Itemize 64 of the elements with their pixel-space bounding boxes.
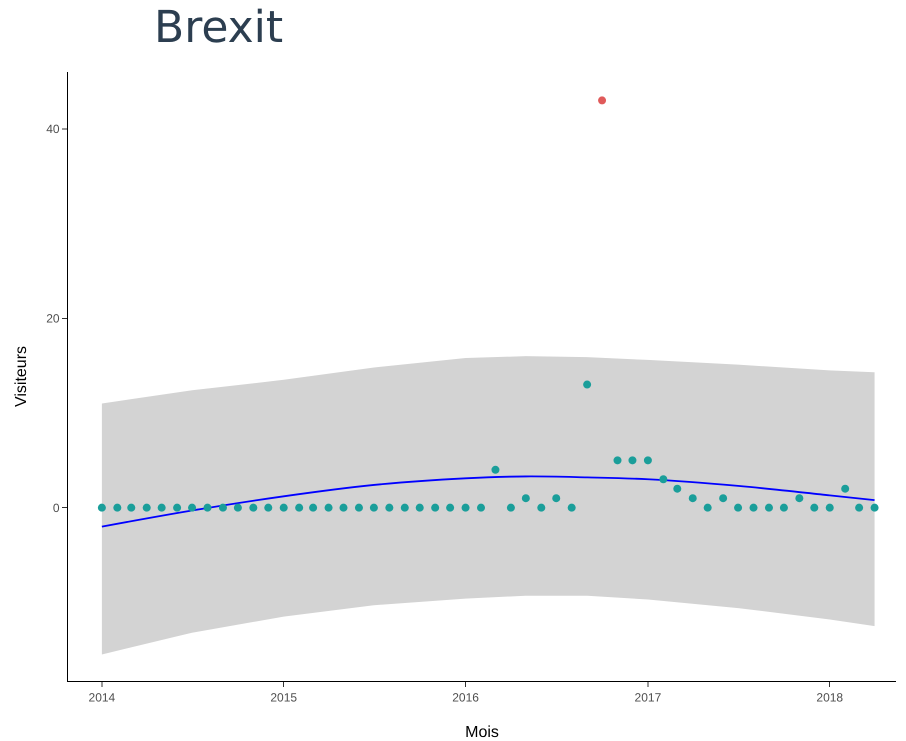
point xyxy=(477,504,485,512)
point xyxy=(340,504,348,512)
point xyxy=(644,456,652,464)
y-tick-label: 40 xyxy=(46,122,60,136)
point xyxy=(826,504,834,512)
point xyxy=(142,504,151,512)
point xyxy=(416,504,424,512)
y-tick-label: 20 xyxy=(46,311,60,326)
point xyxy=(506,504,515,512)
point xyxy=(354,504,363,512)
point xyxy=(568,504,576,512)
point xyxy=(188,504,196,512)
y-tick-label: 0 xyxy=(52,500,60,515)
point xyxy=(218,504,227,512)
point xyxy=(98,504,106,512)
point xyxy=(280,504,288,512)
point xyxy=(264,504,272,512)
point xyxy=(203,504,212,512)
point xyxy=(704,504,712,512)
point xyxy=(734,504,742,512)
x-tick-label: 2017 xyxy=(634,690,662,704)
point xyxy=(462,504,470,512)
point xyxy=(870,504,879,512)
point xyxy=(719,494,728,502)
point xyxy=(841,484,850,493)
point xyxy=(750,504,758,512)
point xyxy=(552,494,560,502)
point xyxy=(324,504,333,512)
point xyxy=(855,504,864,512)
point xyxy=(628,456,636,464)
point xyxy=(400,504,409,512)
point xyxy=(234,504,242,512)
x-tick-label: 2014 xyxy=(88,690,116,704)
point xyxy=(113,504,122,512)
x-tick-label: 2016 xyxy=(452,690,480,704)
point xyxy=(537,504,546,512)
x-tick-label: 2015 xyxy=(270,690,298,704)
point xyxy=(249,504,258,512)
point xyxy=(446,504,454,512)
point xyxy=(810,504,818,512)
point xyxy=(295,504,304,512)
point xyxy=(598,96,606,104)
point xyxy=(173,504,182,512)
point xyxy=(764,504,773,512)
point xyxy=(614,456,622,464)
point xyxy=(158,504,166,512)
point xyxy=(659,475,668,484)
point xyxy=(522,494,530,502)
chart-title: Brexit xyxy=(154,2,284,53)
y-axis-title: Visiteurs xyxy=(13,346,30,408)
point xyxy=(431,504,440,512)
point xyxy=(795,494,804,502)
point xyxy=(491,466,500,474)
point xyxy=(370,504,378,512)
x-tick-label: 2018 xyxy=(816,690,844,704)
x-axis-title: Mois xyxy=(465,724,499,741)
point xyxy=(780,504,788,512)
point xyxy=(688,494,697,502)
point xyxy=(127,504,136,512)
point xyxy=(673,484,682,493)
point xyxy=(385,504,394,512)
point xyxy=(583,380,592,389)
line-series xyxy=(100,475,876,528)
point xyxy=(309,504,318,512)
